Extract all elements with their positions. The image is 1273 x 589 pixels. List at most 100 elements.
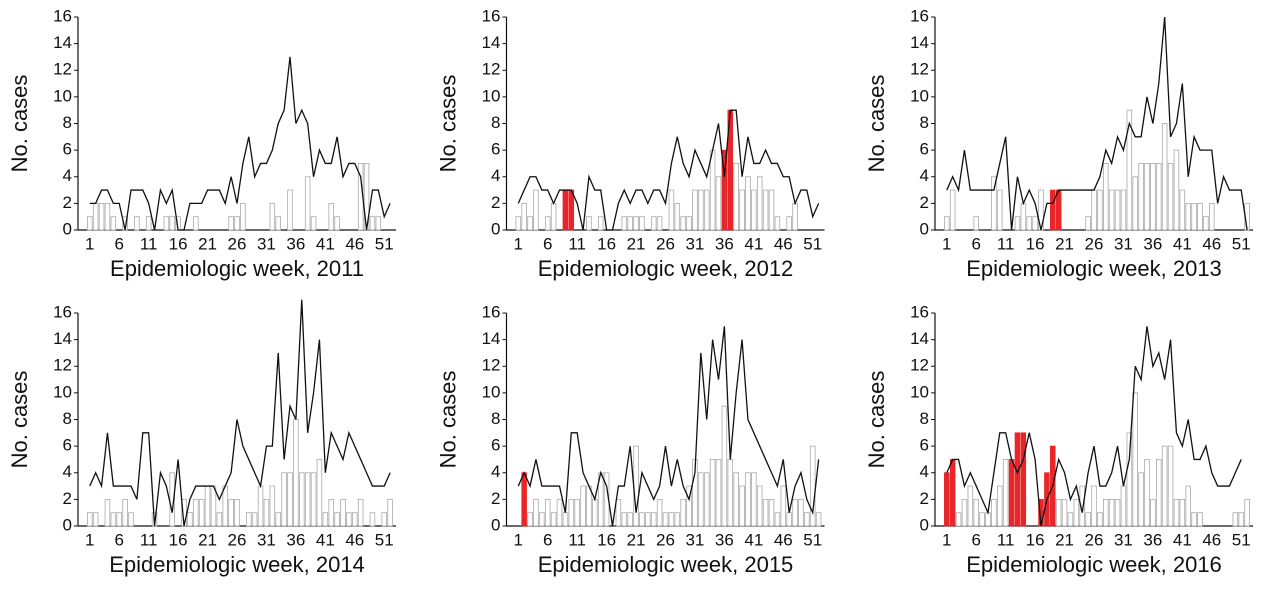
- bar: [328, 202, 334, 231]
- y-tick-label: 0: [491, 515, 500, 534]
- x-tick-label: 36: [1143, 234, 1162, 253]
- bar: [674, 512, 681, 527]
- bar: [1114, 498, 1121, 527]
- x-tick-label: 16: [169, 234, 188, 253]
- bar: [621, 216, 628, 231]
- bar: [198, 498, 205, 527]
- y-tick-label: 4: [63, 166, 72, 185]
- bar: [1197, 202, 1203, 231]
- bar: [316, 459, 323, 527]
- bar: [193, 498, 199, 527]
- bar: [586, 485, 592, 527]
- bar: [328, 498, 334, 527]
- line: [89, 299, 391, 527]
- bar: [527, 216, 533, 231]
- bar: [686, 216, 692, 231]
- bar: [293, 419, 299, 527]
- x-axis-label: Epidemiologic week, 2011: [110, 256, 364, 281]
- bar: [751, 189, 757, 231]
- x-tick-label: 41: [744, 234, 763, 253]
- bar: [287, 472, 293, 527]
- bar: [645, 512, 651, 527]
- y-tick-label: 4: [491, 462, 500, 481]
- x-tick-label: 6: [543, 530, 552, 549]
- bar: [961, 498, 968, 527]
- bar: [715, 176, 722, 231]
- bar: [698, 472, 704, 527]
- bar: [1185, 202, 1191, 231]
- y-tick-label: 12: [53, 356, 72, 375]
- bar: [568, 498, 575, 527]
- bar: [1085, 512, 1091, 527]
- x-axis-label: Epidemiologic week, 2012: [538, 256, 794, 281]
- bar: [240, 202, 246, 231]
- bar: [1085, 216, 1091, 231]
- y-tick-label: 0: [63, 219, 72, 238]
- y-tick-label: 4: [491, 166, 500, 185]
- x-tick-label: 41: [744, 530, 763, 549]
- line: [946, 326, 1242, 527]
- x-tick-label: 6: [971, 530, 980, 549]
- y-axis-label: No. cases: [7, 371, 32, 469]
- bar: [110, 512, 117, 527]
- y-tick-label: 10: [53, 86, 72, 105]
- y-tick-label: 12: [910, 356, 929, 375]
- x-tick-label: 1: [942, 530, 951, 549]
- bar: [774, 216, 781, 231]
- bar: [633, 445, 639, 527]
- bar: [304, 176, 311, 231]
- bar: [87, 512, 93, 527]
- bar: [521, 472, 527, 527]
- bar: [662, 512, 669, 527]
- bar: [1132, 392, 1138, 527]
- bar: [739, 485, 745, 527]
- bar: [756, 485, 763, 527]
- bar: [1014, 432, 1021, 527]
- bar: [228, 498, 234, 527]
- x-tick-label: 6: [114, 234, 123, 253]
- bar: [299, 472, 305, 527]
- y-tick-label: 16: [53, 302, 72, 321]
- y-tick-label: 8: [920, 113, 929, 132]
- bar: [1032, 216, 1038, 231]
- bar: [627, 512, 633, 527]
- bar: [997, 189, 1003, 231]
- x-tick-label: 31: [1114, 530, 1133, 549]
- bar: [210, 485, 217, 527]
- bar: [122, 498, 128, 527]
- y-tick-label: 6: [63, 140, 72, 159]
- bar: [310, 216, 317, 231]
- bar: [1067, 512, 1074, 527]
- bar: [544, 498, 551, 527]
- bar: [985, 512, 991, 527]
- y-tick-label: 14: [482, 329, 501, 348]
- bar: [1209, 202, 1215, 231]
- x-axis-label: Epidemiologic week, 2014: [109, 552, 365, 577]
- bar: [352, 512, 358, 527]
- bar: [786, 216, 792, 231]
- bar: [745, 472, 751, 527]
- line: [517, 326, 820, 527]
- bar: [650, 216, 657, 231]
- y-tick-label: 6: [491, 140, 500, 159]
- x-tick-label: 31: [1114, 234, 1133, 253]
- bar: [87, 216, 93, 231]
- x-tick-label: 16: [1026, 234, 1045, 253]
- x-tick-label: 16: [1026, 530, 1045, 549]
- bar: [1061, 498, 1068, 527]
- bar: [204, 485, 211, 527]
- y-tick-label: 12: [482, 356, 501, 375]
- y-axis-label: No. cases: [864, 371, 889, 469]
- bar: [369, 216, 376, 231]
- bar: [780, 485, 787, 527]
- bar: [228, 216, 234, 231]
- y-axis-label: No. cases: [435, 75, 460, 173]
- x-tick-label: 36: [286, 530, 305, 549]
- bar: [973, 498, 979, 527]
- bar: [627, 216, 633, 231]
- y-tick-label: 16: [482, 302, 501, 321]
- bar: [1126, 432, 1133, 527]
- bar: [733, 472, 739, 527]
